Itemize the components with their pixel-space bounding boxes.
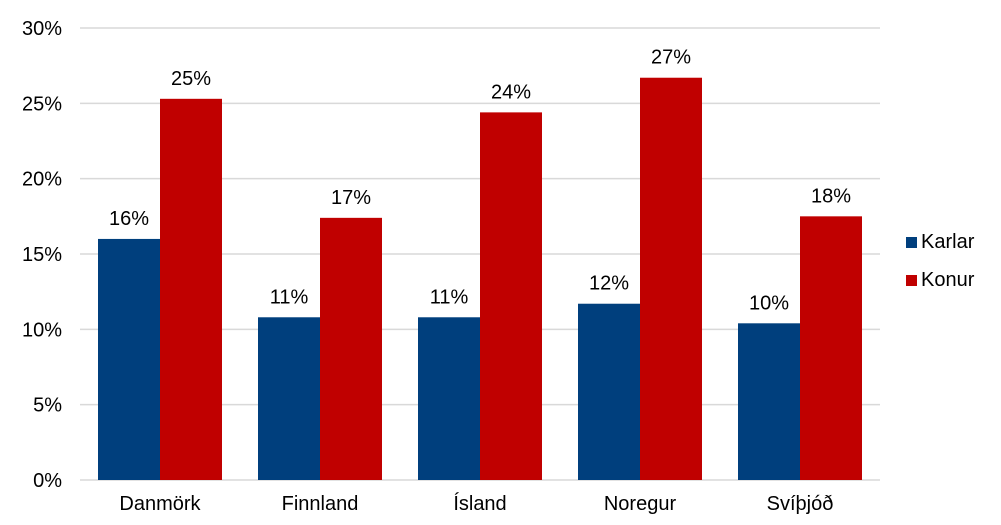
bar-karlar-i-sland: [418, 317, 480, 480]
y-axis-tick-labels: 0% 5% 10% 15% 20% 25% 30%: [22, 18, 62, 492]
bars: [98, 77, 862, 481]
bar-karlar-noregur: [578, 303, 640, 480]
data-label-karlar-noregur: 12%: [589, 273, 629, 295]
data-label-konur-danmo-rk: 25%: [171, 68, 211, 90]
y-tick-label: 30%: [22, 18, 62, 40]
data-label-karlar-danmo-rk: 16%: [109, 208, 149, 230]
bar-konur-danmo-rk: [160, 98, 222, 481]
y-tick-label: 10%: [22, 319, 62, 341]
x-tick-label-i-sland: Ísland: [453, 492, 506, 515]
data-label-konur-noregur: 27%: [651, 47, 691, 69]
bar-karlar-finnland: [258, 317, 320, 480]
legend-swatch-karlar: [906, 237, 917, 248]
data-label-karlar-svi-jo: 10%: [749, 292, 789, 314]
bar-karlar-danmo-rk: [98, 238, 160, 480]
y-tick-label: 5%: [33, 395, 62, 417]
x-tick-label-finnland: Finnland: [282, 493, 359, 515]
bar-konur-svi-jo: [800, 216, 862, 481]
legend-label-konur: Konur: [921, 269, 975, 291]
y-tick-label: 20%: [22, 169, 62, 191]
data-label-konur-svi-jo: 18%: [811, 185, 851, 207]
x-axis-tick-labels: Danmörk Finnland Ísland Noregur Svíþjóð: [119, 492, 833, 515]
y-tick-label: 25%: [22, 93, 62, 115]
x-tick-label-noregur: Noregur: [604, 493, 677, 515]
y-tick-label: 15%: [22, 244, 62, 266]
data-label-konur-finnland: 17%: [331, 187, 371, 209]
legend: Karlar Konur: [906, 231, 975, 291]
bar-konur-i-sland: [480, 112, 542, 480]
bar-konur-finnland: [320, 217, 382, 480]
legend-swatch-konur: [906, 275, 917, 286]
data-labels: 16% 25% 11% 17% 11% 24% 12% 27% 10% 18%: [109, 47, 851, 315]
data-label-konur-i-sland: 24%: [491, 81, 531, 103]
bar-konur-noregur: [640, 77, 702, 480]
legend-label-karlar: Karlar: [921, 231, 975, 253]
bar-karlar-svi-jo: [738, 323, 800, 480]
data-label-karlar-finnland: 11%: [270, 286, 309, 308]
data-label-karlar-i-sland: 11%: [430, 286, 469, 308]
x-tick-label-danmo-rk: Danmörk: [119, 493, 201, 515]
x-tick-label-svi-jo: Svíþjóð: [767, 493, 834, 515]
y-tick-label: 0%: [33, 470, 62, 492]
